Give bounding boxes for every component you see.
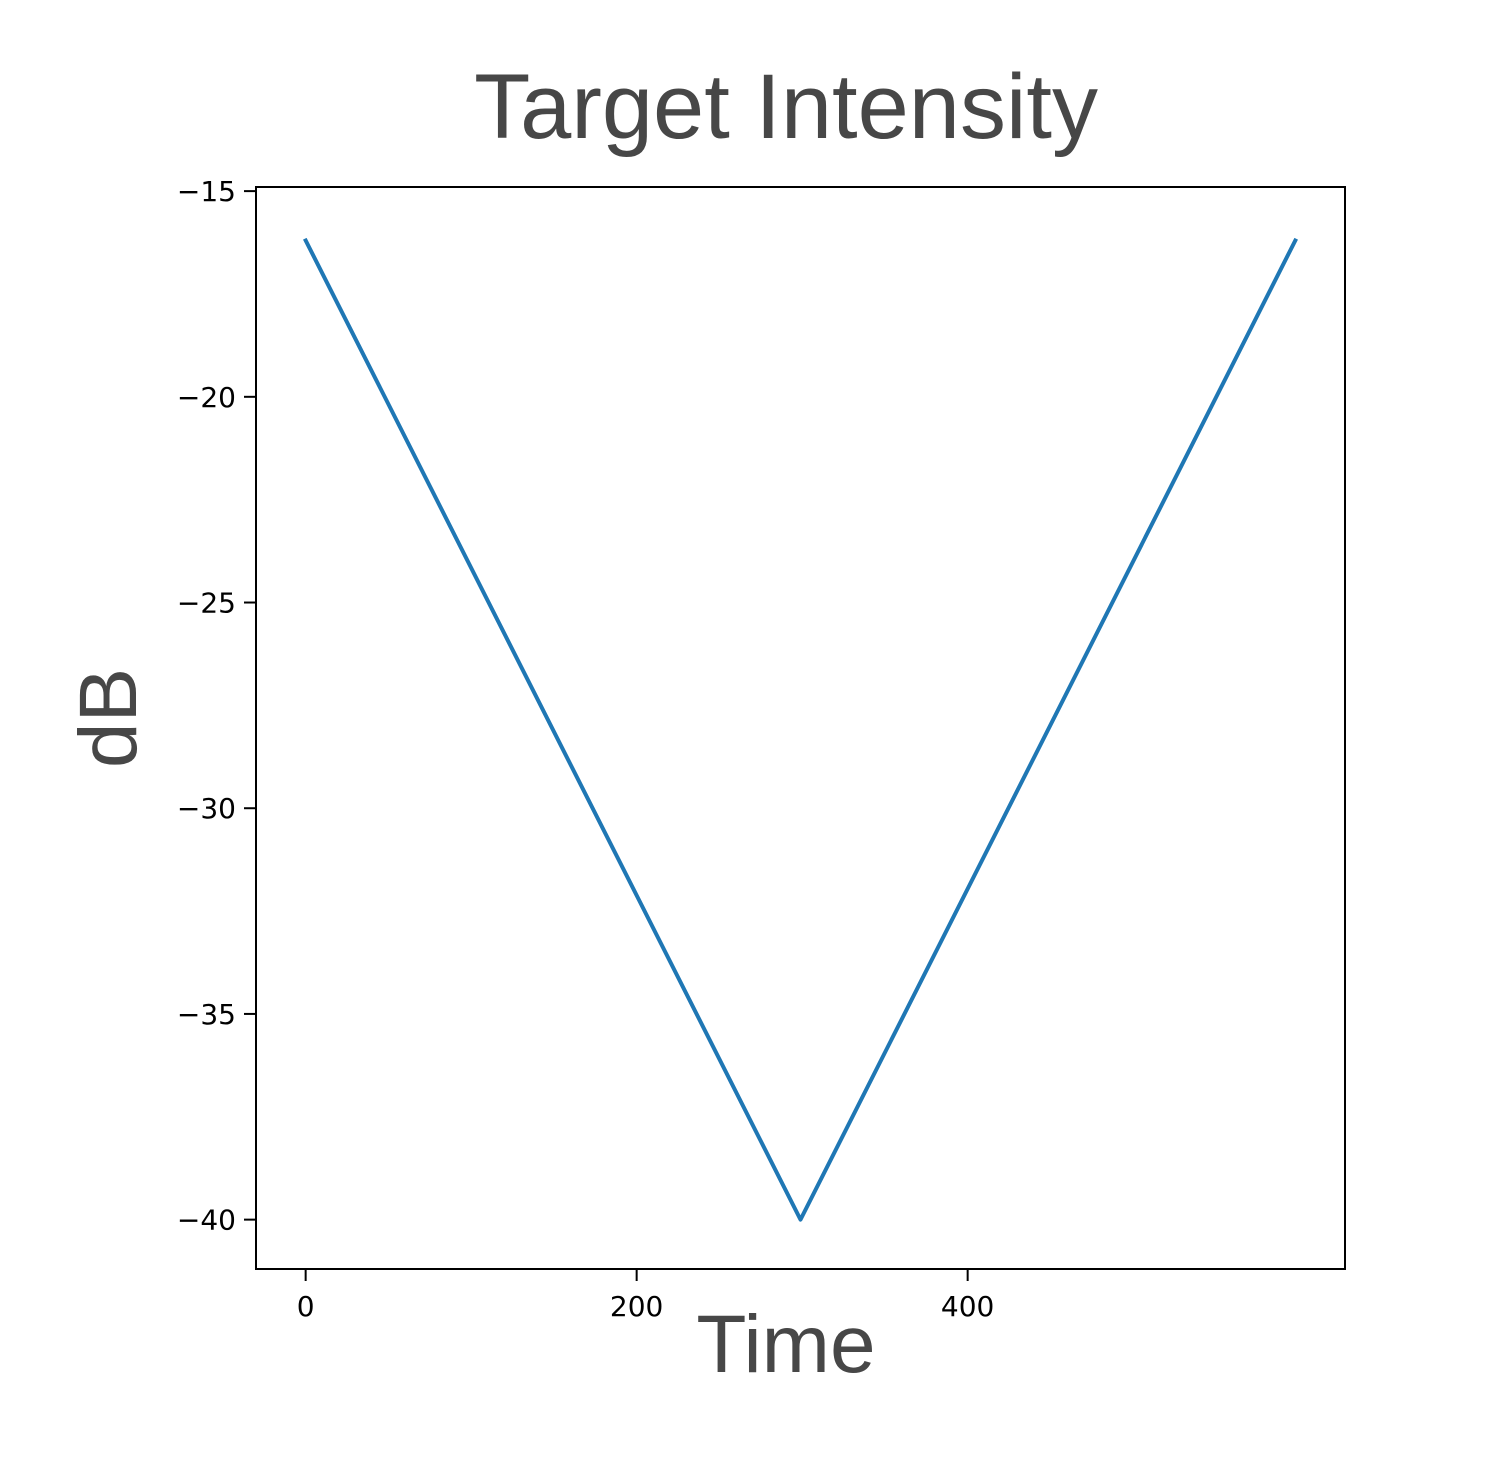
series-line-0 [303,237,1298,1222]
y-axis-label: dB [63,668,154,768]
y-tick-label: −15 [177,175,236,208]
y-tick-label: −25 [177,587,236,620]
x-tick-label: 400 [941,1290,994,1323]
plot-frame [255,186,1346,1270]
y-tick-label: −30 [177,792,236,825]
x-axis-label: Time [696,1299,875,1390]
plot-area: 0 200 400 −15 −20 −25 −30 −35 −40 [177,175,1346,1323]
y-tick-label: −20 [177,381,236,414]
y-tick-label: −35 [177,998,236,1031]
chart-title: Target Intensity [474,56,1098,158]
x-tick-label: 0 [297,1290,315,1323]
x-tick-label: 200 [610,1290,663,1323]
y-tick-label: −40 [177,1204,236,1237]
